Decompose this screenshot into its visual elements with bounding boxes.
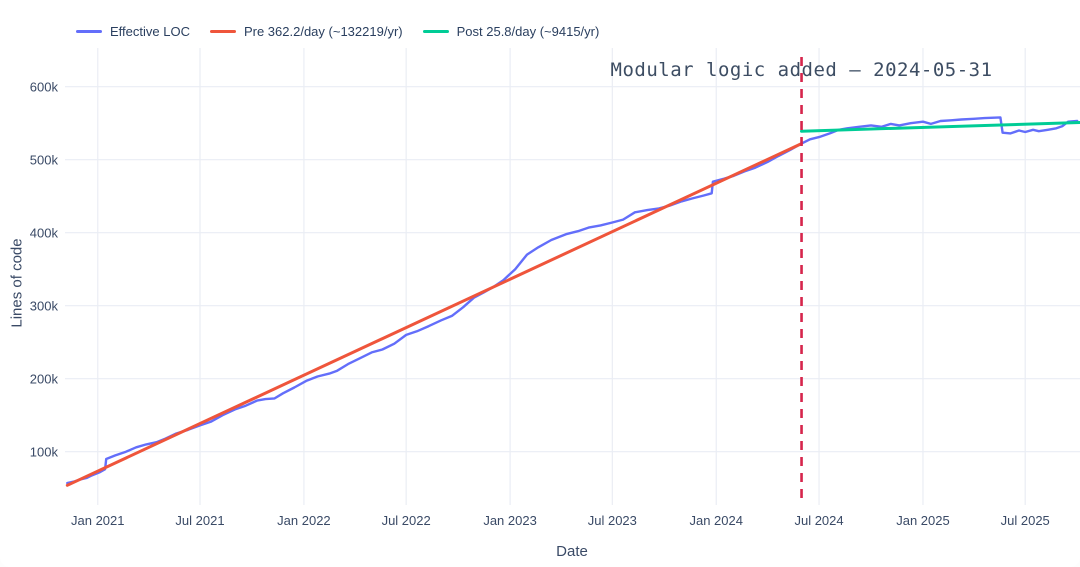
x-tick-label: Jul 2023 [587,513,637,528]
legend: Effective LOC Pre 362.2/day (~132219/yr)… [76,24,599,39]
y-tick-label: 200k [29,371,58,387]
y-tick-label: 100k [29,444,58,460]
line-swatch-icon [209,30,236,33]
x-tick-label: Jan 2024 [689,513,743,528]
x-tick-label: Jul 2024 [794,513,844,528]
legend-item-post-trend[interactable]: Post 25.8/day (~9415/yr) [422,24,600,39]
x-tick-label: Jan 2022 [277,513,331,528]
pre-trend-line [65,142,803,487]
x-tick-label: Jan 2025 [896,513,950,528]
y-tick-label: 500k [29,152,58,168]
legend-label: Pre 362.2/day (~132219/yr) [243,24,403,39]
post-trend-line [800,121,1080,133]
line-swatch-icon [422,30,449,33]
x-tick-label: Jan 2023 [483,513,537,528]
annotation-text: Modular logic added — 2024-05-31 [610,59,993,81]
x-tick-label: Jul 2022 [381,513,431,528]
legend-item-pre-trend[interactable]: Pre 362.2/day (~132219/yr) [209,24,403,39]
x-tick-label: Jul 2025 [1000,513,1050,528]
line-swatch-icon [76,30,102,33]
y-tick-label: 400k [29,225,58,241]
x-axis-title: Date [556,543,588,560]
y-tick-label: 300k [29,298,58,314]
y-axis-title: Lines of code [8,238,26,328]
y-tick-label: 600k [29,79,58,95]
effective-loc-line [66,116,1079,485]
x-tick-label: Jan 2021 [71,513,125,528]
x-tick-label: Jul 2021 [175,513,225,528]
legend-label: Post 25.8/day (~9415/yr) [456,24,600,39]
legend-item-effective-loc[interactable]: Effective LOC [76,24,190,39]
legend-label: Effective LOC [110,24,190,39]
